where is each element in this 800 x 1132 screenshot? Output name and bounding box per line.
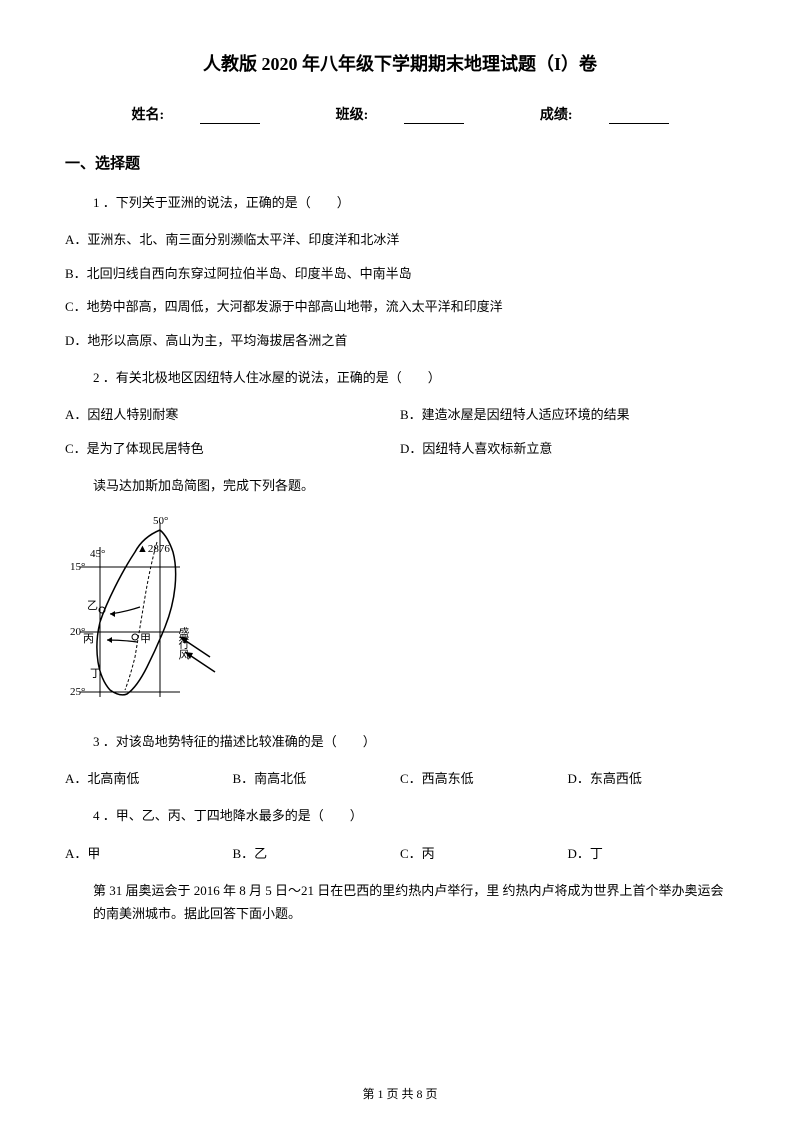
madagascar-context: 读马达加斯加岛简图，完成下列各题。: [93, 474, 735, 497]
q4-options: A．甲 B．乙 C．丙 D．丁: [65, 842, 735, 865]
q3-options: A．北高南低 B．南高北低 C．西高东低 D．东高西低: [65, 767, 735, 790]
q3-option-b: B．南高北低: [233, 767, 401, 790]
class-field: 班级:: [318, 108, 483, 123]
name-field: 姓名:: [113, 108, 278, 123]
q3-option-d: D．东高西低: [568, 767, 736, 790]
q4-option-c: C．丙: [400, 842, 568, 865]
map-label-yi: 乙: [87, 599, 98, 612]
q2-option-a: A．因纽人特别耐寒: [65, 403, 400, 426]
q2-option-c: C．是为了体现民居特色: [65, 437, 400, 460]
map-label-wind: 盛行风: [177, 625, 190, 659]
q3-option-c: C．西高东低: [400, 767, 568, 790]
q3-option-a: A．北高南低: [65, 767, 233, 790]
exam-title: 人教版 2020 年八年级下学期期末地理试题（I）卷: [65, 50, 735, 76]
olympics-context: 第 31 届奥运会于 2016 年 8 月 5 日～21 日在巴西的里约热内卢举…: [93, 879, 735, 926]
map-label-ding: 丁: [90, 668, 101, 680]
map-lat-15: 15°: [70, 561, 85, 573]
student-info-fields: 姓名: 班级: 成绩:: [65, 104, 735, 124]
q3-stem: 3 ．对该岛地势特征的描述比较准确的是（ ）: [93, 730, 735, 753]
map-lon-45: 45°: [90, 548, 105, 560]
q4-option-b: B．乙: [233, 842, 401, 865]
q2-options-row2: C．是为了体现民居特色 D．因纽特人喜欢标新立意: [65, 437, 735, 460]
q2-options-row1: A．因纽人特别耐寒 B．建造冰屋是因纽特人适应环境的结果: [65, 403, 735, 426]
q2-option-d: D．因纽特人喜欢标新立意: [400, 437, 735, 460]
madagascar-map: ▲2876 45° 50° 15° 20° 25° 乙 丙 甲 丁 盛行风: [65, 512, 735, 716]
map-peak-label: ▲2876: [137, 543, 170, 555]
map-label-bing: 丙: [83, 633, 94, 645]
map-lat-25: 25°: [70, 686, 85, 698]
q4-stem: 4 ．甲、乙、丙、丁四地降水最多的是（ ）: [93, 804, 735, 827]
q4-option-d: D．丁: [568, 842, 736, 865]
map-lon-50: 50°: [153, 515, 168, 527]
page-footer: 第 1 页 共 8 页: [0, 1085, 800, 1102]
section-1-header: 一、选择题: [65, 152, 735, 173]
q1-option-b: B．北回归线自西向东穿过阿拉伯半岛、印度半岛、中南半岛: [65, 262, 735, 285]
q4-option-a: A．甲: [65, 842, 233, 865]
q2-stem: 2 ．有关北极地区因纽特人住冰屋的说法，正确的是（ ）: [93, 366, 735, 389]
map-label-jia: 甲: [140, 633, 151, 645]
q2-option-b: B．建造冰屋是因纽特人适应环境的结果: [400, 403, 735, 426]
q1-stem: 1 ．下列关于亚洲的说法，正确的是（ ）: [93, 191, 735, 214]
score-field: 成绩:: [522, 108, 687, 123]
q1-option-c: C．地势中部高，四周低，大河都发源于中部高山地带，流入太平洋和印度洋: [65, 295, 735, 318]
q1-option-a: A．亚洲东、北、南三面分别濒临太平洋、印度洋和北冰洋: [65, 228, 735, 251]
q1-option-d: D．地形以高原、高山为主，平均海拔居各洲之首: [65, 329, 735, 352]
